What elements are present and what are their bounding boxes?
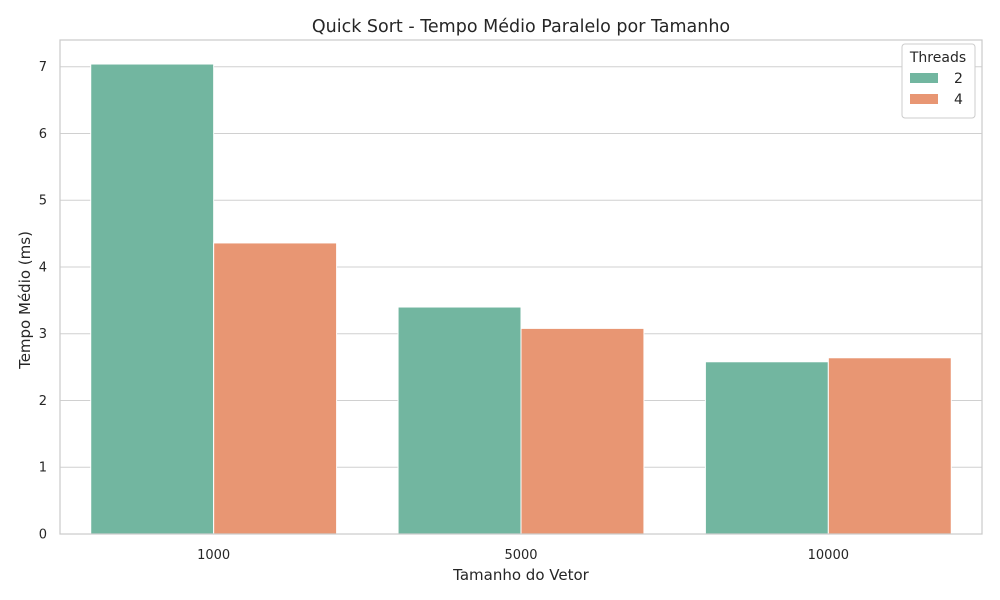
legend-items: 24 (910, 71, 963, 108)
y-tick-label: 4 (39, 260, 47, 275)
x-tick-label: 5000 (504, 548, 537, 563)
x-axis-label: Tamanho do Vetor (452, 566, 589, 584)
chart-title: Quick Sort - Tempo Médio Paralelo por Ta… (312, 17, 730, 37)
y-tick-label: 3 (39, 327, 47, 342)
bar-1000-threads-2 (90, 63, 215, 535)
y-tick-label: 1 (39, 461, 47, 476)
legend-swatch-4 (910, 94, 938, 104)
legend-label-4: 4 (954, 92, 963, 108)
y-axis-label: Tempo Médio (ms) (16, 231, 34, 370)
bar-5000-threads-4 (520, 327, 645, 535)
y-tick-label: 2 (39, 394, 47, 409)
bar-5000-threads-2 (397, 306, 522, 535)
y-axis-ticks: 0 1 2 3 4 5 6 7 (39, 60, 47, 542)
legend-label-2: 2 (954, 71, 963, 87)
legend: Threads 24 (901, 43, 976, 119)
legend-swatch-2 (910, 73, 938, 83)
y-tick-label: 0 (39, 528, 47, 543)
bars (90, 63, 952, 535)
x-tick-label: 10000 (808, 548, 849, 563)
bar-1000-threads-4 (213, 242, 338, 535)
x-tick-label: 1000 (197, 548, 230, 563)
legend-title: Threads (909, 50, 966, 66)
plot-frame (59, 39, 983, 535)
bar-10000-threads-4 (827, 357, 952, 535)
y-tick-label: 6 (39, 127, 47, 142)
y-tick-label: 7 (39, 60, 47, 75)
bar-10000-threads-2 (704, 361, 829, 535)
x-axis-ticks: 1000 5000 10000 (197, 548, 849, 563)
y-tick-label: 5 (39, 194, 47, 209)
